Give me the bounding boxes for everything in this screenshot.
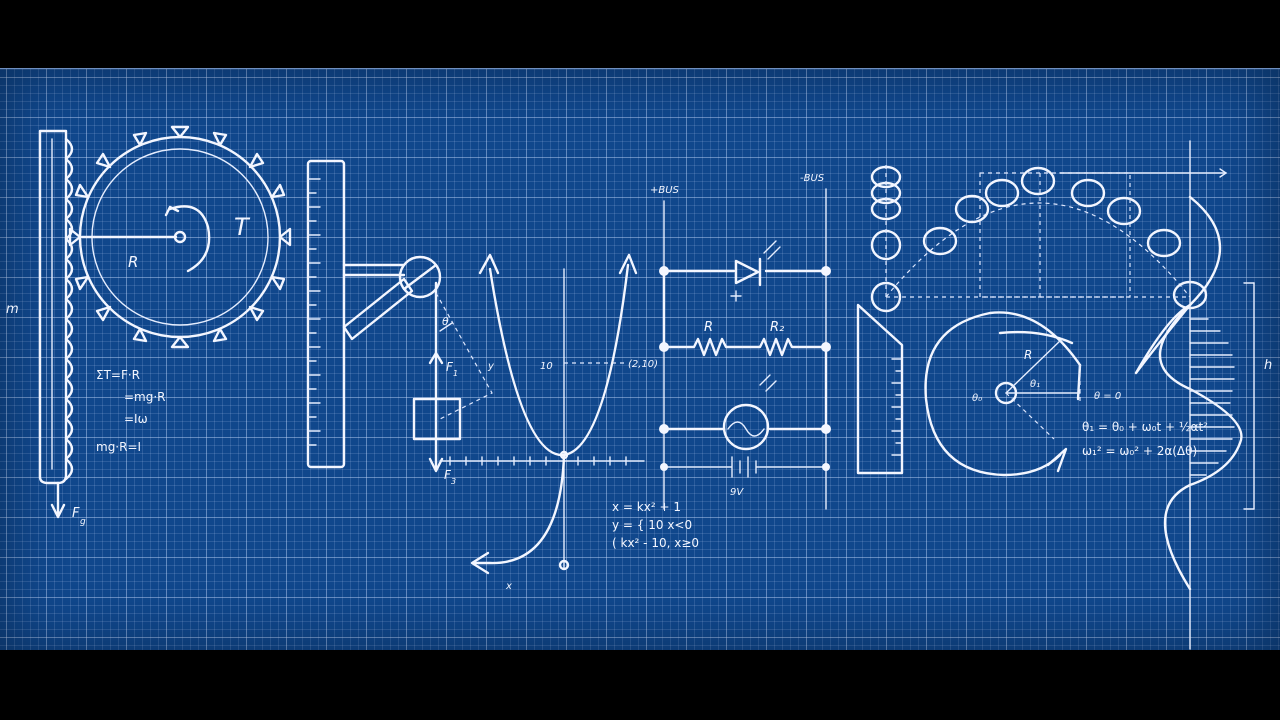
letter-h-ruler-pulley — [306, 159, 493, 473]
force-g-sub: g — [80, 517, 86, 527]
battery-label: 9V — [730, 487, 744, 498]
projectile-arc — [885, 166, 1228, 310]
letter-s-wave — [1134, 140, 1255, 650]
letter-c-rotation — [924, 311, 1082, 477]
letter-i-ruler-circles — [856, 163, 904, 475]
torque-label: T — [234, 213, 251, 241]
force1-label: F — [446, 360, 454, 374]
equation-4: mg·R=I — [96, 440, 141, 454]
rotation-equation-2: ω₁² = ω₀² + 2α(Δθ) — [1082, 444, 1197, 458]
height-label: h — [1264, 358, 1272, 373]
force3-label: F — [444, 468, 452, 482]
piecewise-3: ( kx² - 10, x≥0 — [612, 536, 699, 550]
piecewise-2: y = { 10 x<0 — [612, 518, 692, 532]
resistor-2-label: R₂ — [770, 320, 784, 335]
theta-one-label: θ₁ — [1030, 379, 1040, 390]
equation-2: =mg·R — [124, 390, 166, 404]
physics-sketch: T R m F g ΣT=F·R =mg·R =Iω mg·R=I F 1 F … — [6, 125, 1272, 650]
rotation-equation-1: θ₁ = θ₀ + ω₀t + ½αt² — [1082, 420, 1208, 434]
x-axis-label: x — [505, 581, 512, 592]
bus-plus-label: +BUS — [650, 185, 680, 196]
equation-1: ΣT=F·R — [96, 368, 140, 382]
theta-zero-label: θ₀ — [972, 393, 982, 404]
equation-3: =Iω — [124, 412, 148, 426]
theta-label: θ — [442, 315, 449, 328]
letterbox-bottom — [0, 650, 1280, 720]
point-label: (2,10) — [628, 359, 658, 370]
letter-y-parabola-graph — [439, 253, 645, 575]
gear-teeth — [68, 125, 292, 349]
mass-side-label: m — [6, 302, 19, 317]
letterbox-top — [0, 0, 1280, 68]
circle-radius-label: R — [1024, 348, 1032, 362]
blueprint-background: T R m F g ΣT=F·R =mg·R =Iω mg·R=I F 1 F … — [0, 68, 1280, 652]
force3-sub: 3 — [451, 477, 456, 486]
theta-equation-label: θ = 0 — [1094, 391, 1121, 402]
piecewise-1: x = kx² + 1 — [612, 500, 681, 514]
force-g-label: F — [72, 506, 80, 521]
y-axis-label: y — [487, 361, 495, 372]
value-10: 10 — [540, 361, 553, 372]
bus-minus-label: -BUS — [800, 173, 825, 184]
resistor-1-label: R — [704, 320, 713, 335]
force1-sub: 1 — [453, 369, 458, 378]
letter-s-circuit — [659, 188, 831, 510]
radius-label: R — [128, 253, 138, 271]
letter-p-rack-gear — [38, 125, 292, 519]
